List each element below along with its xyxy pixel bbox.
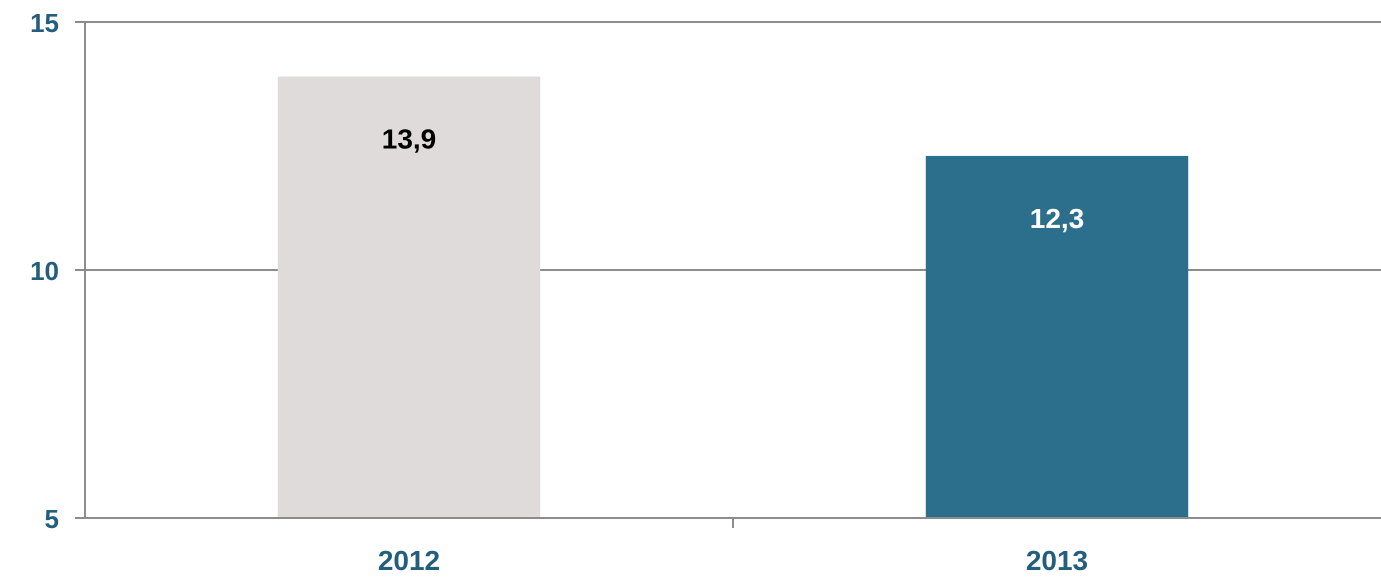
data-label-2012: 13,9: [382, 124, 437, 155]
bar-2013: [925, 155, 1189, 519]
bars: [277, 76, 1189, 519]
labels: 5 10 15 13,9 2012 12,3 2013: [30, 8, 1088, 576]
x-tick-label: 2013: [1026, 545, 1088, 576]
y-tick-label: 5: [45, 504, 59, 534]
y-tick-label: 15: [30, 8, 59, 38]
bar-2012: [277, 76, 541, 518]
data-label-2013: 12,3: [1030, 203, 1085, 234]
x-tick-label: 2012: [378, 545, 440, 576]
y-tick-label: 10: [30, 256, 59, 286]
axes: [75, 21, 1381, 528]
